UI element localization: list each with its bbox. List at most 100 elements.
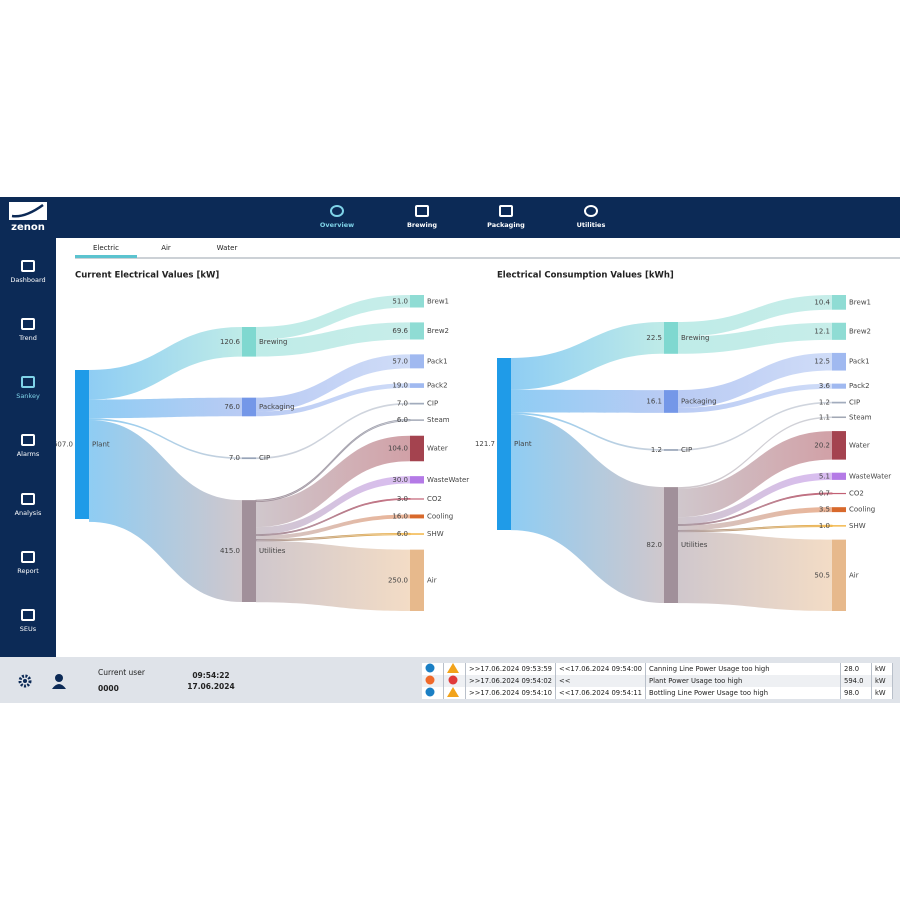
flow xyxy=(89,397,242,419)
tab[interactable]: Electric xyxy=(93,244,119,252)
flow xyxy=(678,431,832,518)
side-nav-item[interactable]: Analysis xyxy=(0,493,56,517)
node xyxy=(832,525,846,527)
flow xyxy=(256,402,410,460)
side-bar: Dashboard Trend Sankey Alarms Analysis R… xyxy=(0,238,56,657)
node xyxy=(410,383,424,388)
side-nav-label: Report xyxy=(17,567,39,575)
node-value: 12.5 xyxy=(814,358,830,366)
chart-title: Electrical Consumption Values [kWh] xyxy=(497,271,674,281)
tab[interactable]: Water xyxy=(216,244,238,252)
flow xyxy=(678,507,832,531)
node-value: 51.0 xyxy=(392,297,408,305)
node xyxy=(242,500,256,602)
top-nav-item[interactable]: Overview xyxy=(297,205,377,229)
node-value: 1.2 xyxy=(819,399,830,407)
node xyxy=(832,539,846,611)
side-nav-item[interactable]: Dashboard xyxy=(0,260,56,284)
node-value: 0.7 xyxy=(819,490,830,498)
node-name: Water xyxy=(427,444,448,452)
logo: zenon xyxy=(11,222,45,233)
node-name: Packaging xyxy=(259,403,295,411)
links xyxy=(89,295,411,611)
chart-title: Current Electrical Values [kW] xyxy=(75,271,219,281)
node-value: 19.0 xyxy=(392,382,408,390)
node xyxy=(832,507,846,513)
side-nav-label: Alarms xyxy=(16,450,40,458)
alarm-unit: kW xyxy=(871,687,893,699)
node-name: Air xyxy=(427,576,437,584)
user-icon[interactable] xyxy=(51,673,67,689)
alarm-in: >>17.06.2024 09:53:59 xyxy=(465,663,556,675)
alarm-row[interactable]: >>17.06.2024 09:54:10 <<17.06.2024 09:54:… xyxy=(422,687,893,699)
alarm-out: <<17.06.2024 09:54:00 xyxy=(555,663,646,675)
node xyxy=(832,295,846,310)
node-name: Brew1 xyxy=(427,297,449,305)
node-value: 50.5 xyxy=(814,571,830,579)
logo-mark xyxy=(9,202,47,220)
links xyxy=(511,295,833,611)
node xyxy=(75,370,89,519)
side-nav-item[interactable]: SEUs xyxy=(0,609,56,633)
top-nav-item[interactable]: Brewing xyxy=(382,205,462,229)
node-value: 415.0 xyxy=(220,547,240,555)
flow xyxy=(256,322,410,357)
top-nav-label: Utilities xyxy=(576,221,606,229)
settings-icon[interactable] xyxy=(17,673,33,689)
node-name: SHW xyxy=(427,530,444,538)
node-value: 69.6 xyxy=(392,327,408,335)
node-name: CIP xyxy=(259,454,270,462)
node-value: 22.5 xyxy=(646,334,662,342)
flow xyxy=(511,412,664,451)
node-name: CO2 xyxy=(849,490,864,498)
tab[interactable]: Air xyxy=(161,244,171,252)
side-nav-label: Sankey xyxy=(16,392,40,400)
side-nav-item[interactable]: Trend xyxy=(0,318,56,342)
node-name: Pack1 xyxy=(427,357,448,365)
side-nav-item[interactable]: Alarms xyxy=(0,434,56,458)
user: 0000 xyxy=(98,684,119,693)
node-name: Plant xyxy=(514,440,532,448)
node-name: Brewing xyxy=(259,338,287,346)
alarm-row[interactable]: >>17.06.2024 09:53:59 <<17.06.2024 09:54:… xyxy=(422,663,893,675)
alarm-row[interactable]: >>17.06.2024 09:54:02 << Plant Power Usage… xyxy=(422,675,893,687)
node-name: WasteWater xyxy=(849,472,891,480)
node xyxy=(664,322,678,354)
side-nav-item[interactable]: Sankey xyxy=(0,376,56,400)
node-name: Air xyxy=(849,571,859,579)
node-value: 16.0 xyxy=(392,512,408,520)
tab-indicator xyxy=(75,255,137,258)
node xyxy=(242,397,256,417)
node xyxy=(410,435,424,462)
node-value: 121.7 xyxy=(475,440,495,448)
side-nav-label: Trend xyxy=(19,334,37,342)
node-name: Utilities xyxy=(259,547,286,555)
side-nav-item[interactable]: Report xyxy=(0,551,56,575)
flow xyxy=(678,401,832,451)
node-name: Brewing xyxy=(681,334,709,342)
node-name: Pack2 xyxy=(427,382,448,390)
alarm-value: 594.0 xyxy=(840,675,872,687)
node xyxy=(410,498,424,500)
flow xyxy=(255,532,411,542)
top-nav-item[interactable]: Utilities xyxy=(551,205,631,229)
alarm-out: <<17.06.2024 09:54:11 xyxy=(555,687,646,699)
flow xyxy=(678,472,832,525)
flow xyxy=(678,295,832,337)
side-nav-label: SEUs xyxy=(19,625,37,633)
top-nav-item[interactable]: Packaging xyxy=(466,205,546,229)
flow xyxy=(89,327,242,400)
node xyxy=(832,401,846,404)
side-nav-label: Analysis xyxy=(14,509,42,517)
node xyxy=(410,322,424,340)
node-name: Steam xyxy=(849,413,872,421)
flow xyxy=(677,524,833,533)
time: 09:54:22 xyxy=(192,671,230,680)
node-name: CIP xyxy=(681,446,692,454)
flow xyxy=(256,476,410,535)
node-name: Water xyxy=(849,441,870,449)
node-name: Utilities xyxy=(681,541,708,549)
alarm-table: >>17.06.2024 09:53:59 <<17.06.2024 09:54:… xyxy=(422,663,893,699)
top-nav-label: Packaging xyxy=(487,221,525,229)
